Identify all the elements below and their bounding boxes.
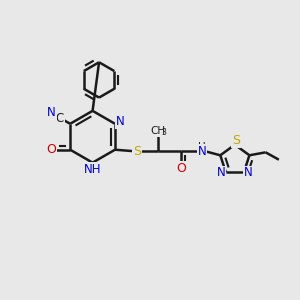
- Text: S: S: [133, 145, 141, 158]
- Text: S: S: [232, 134, 240, 147]
- Text: O: O: [46, 143, 56, 156]
- Text: CH: CH: [151, 126, 166, 136]
- Text: N: N: [116, 115, 125, 128]
- Text: 3: 3: [161, 128, 166, 137]
- Text: N: N: [244, 167, 253, 179]
- Text: H: H: [198, 142, 206, 152]
- Text: N: N: [217, 167, 226, 179]
- Text: N: N: [47, 106, 56, 119]
- Text: N: N: [197, 145, 206, 158]
- Text: C: C: [56, 112, 64, 125]
- Text: NH: NH: [84, 163, 101, 176]
- Text: O: O: [176, 162, 186, 175]
